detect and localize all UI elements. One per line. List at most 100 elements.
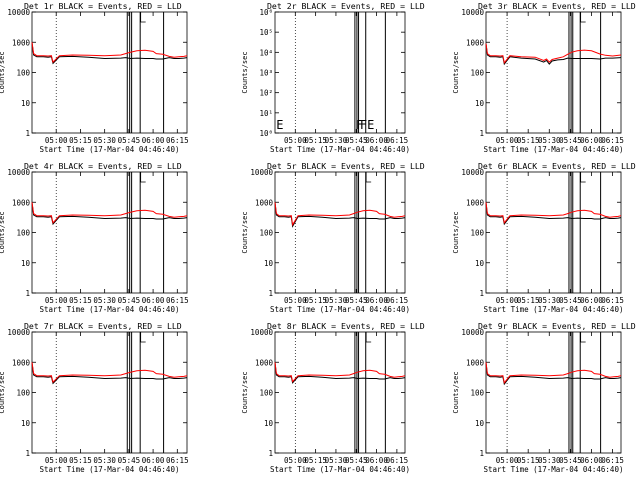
x-tick-label: 05:15 <box>304 136 327 145</box>
panel-det-5: Det 5r BLACK = Events, RED = LLD 1 10 100 10… <box>241 161 425 314</box>
y-tick-label: 100 <box>16 69 30 78</box>
y-tick-label: 10 <box>21 259 31 268</box>
y-tick-label: 100 <box>470 69 484 78</box>
x-tick-label: 06:15 <box>386 296 409 305</box>
y-axis-label: Counts/sec <box>0 51 6 93</box>
panel-det-9: Det 9r BLACK = Events, RED = LLD 1 10 100 10… <box>452 321 636 474</box>
x-tick-label: 05:15 <box>69 296 92 305</box>
series-events <box>274 362 406 384</box>
y-tick-label: 1000 <box>255 198 274 207</box>
x-tick-label: 05:00 <box>284 136 307 145</box>
x-tick-label: 05:00 <box>45 296 68 305</box>
flag-label: F <box>356 118 363 132</box>
y-tick-label: 10000 <box>461 328 484 337</box>
attenuator-flag <box>140 172 146 183</box>
panel-det-6: Det 6r BLACK = Events, RED = LLD 1 10 100 10… <box>452 161 636 314</box>
x-axis-label: Start Time (17-Mar-04 04:46:40) <box>270 465 410 474</box>
series-lld <box>274 362 406 383</box>
attenuator-flag <box>580 172 586 183</box>
x-tick-label: 05:30 <box>325 136 348 145</box>
y-axis-label: Counts/sec <box>452 211 460 253</box>
x-axis-label: Start Time (17-Mar-04 04:46:40) <box>270 145 410 154</box>
panel-det-7: Det 7r BLACK = Events, RED = LLD 1 10 100 10… <box>0 321 189 474</box>
x-tick-label: 06:15 <box>601 296 624 305</box>
x-tick-label: 05:00 <box>45 456 68 465</box>
series-lld <box>485 43 622 64</box>
x-tick-label: 05:00 <box>496 296 519 305</box>
y-tick-label: 1 <box>268 289 273 298</box>
x-tick-label: 05:45 <box>559 296 582 305</box>
y-tick-label: 1 <box>25 289 30 298</box>
y-tick-label: 10 <box>21 419 31 428</box>
y-tick-label: 100 <box>470 229 484 238</box>
panel-title: Det 9r BLACK = Events, RED = LLD <box>478 321 636 331</box>
x-tick-label: 06:15 <box>601 456 624 465</box>
panel-det-1: Det 1r BLACK = Events, RED = LLD 1 10 100 10… <box>0 1 189 154</box>
x-tick-label: 06:00 <box>142 456 165 465</box>
y-tick-label: 1000 <box>466 358 485 367</box>
y-tick-label: 10 <box>21 99 31 108</box>
panel-title: Det 5r BLACK = Events, RED = LLD <box>267 161 425 171</box>
y-tick-label: 10 <box>475 259 485 268</box>
x-tick-label: 06:15 <box>601 136 624 145</box>
x-tick-label: 06:00 <box>142 296 165 305</box>
x-tick-label: 05:00 <box>45 136 68 145</box>
y-axis-label: Counts/sec <box>0 371 6 413</box>
y-tick-label: 100 <box>259 389 273 398</box>
x-tick-label: 05:15 <box>304 456 327 465</box>
x-tick-label: 05:45 <box>345 296 368 305</box>
x-tick-label: 05:15 <box>517 296 540 305</box>
y-axis-label: Counts/sec <box>241 371 249 413</box>
x-tick-label: 06:15 <box>386 456 409 465</box>
x-tick-label: 05:00 <box>284 456 307 465</box>
x-tick-label: 05:15 <box>69 136 92 145</box>
y-tick-label: 100 <box>16 389 30 398</box>
x-axis-label: Start Time (17-Mar-04 04:46:40) <box>40 305 180 314</box>
panel-title: Det 2r BLACK = Events, RED = LLD <box>267 1 425 11</box>
y-tick-label: 100 <box>16 229 30 238</box>
panel-title: Det 4r BLACK = Events, RED = LLD <box>24 161 182 171</box>
y-tick-label: 10² <box>259 89 273 98</box>
y-tick-label: 10¹ <box>259 109 273 118</box>
series-lld <box>485 362 622 384</box>
series-events <box>485 362 622 386</box>
x-tick-label: 05:30 <box>93 456 116 465</box>
x-tick-label: 05:00 <box>496 456 519 465</box>
y-tick-label: 10⁵ <box>259 28 273 37</box>
series-events <box>31 362 188 385</box>
y-tick-label: 10⁴ <box>259 48 273 57</box>
x-tick-label: 05:30 <box>93 296 116 305</box>
attenuator-flag <box>580 332 586 343</box>
x-tick-label: 05:00 <box>284 296 307 305</box>
y-tick-label: 1000 <box>12 198 31 207</box>
x-axis-label: Start Time (17-Mar-04 04:46:40) <box>484 465 624 474</box>
x-tick-label: 05:15 <box>517 456 540 465</box>
y-tick-label: 1000 <box>12 38 31 47</box>
x-tick-label: 05:45 <box>345 136 368 145</box>
y-axis-label: Counts/sec <box>0 211 6 253</box>
x-tick-label: 05:30 <box>325 456 348 465</box>
y-tick-label: 1 <box>479 289 484 298</box>
y-tick-label: 10⁰ <box>259 129 273 138</box>
series-lld <box>31 202 188 224</box>
y-tick-label: 100 <box>470 389 484 398</box>
y-tick-label: 10000 <box>7 328 30 337</box>
panel-title: Det 8r BLACK = Events, RED = LLD <box>267 321 425 331</box>
x-tick-label: 06:00 <box>580 136 603 145</box>
y-tick-label: 100 <box>259 229 273 238</box>
flag-label: E <box>367 118 374 132</box>
panel-det-3: Det 3r BLACK = Events, RED = LLD 1 10 100 10… <box>452 1 636 154</box>
x-axis-label: Start Time (17-Mar-04 04:46:40) <box>484 145 624 154</box>
series-lld <box>274 202 406 227</box>
x-tick-label: 05:45 <box>345 456 368 465</box>
y-axis-label: Counts/sec <box>241 211 249 253</box>
attenuator-flag <box>140 12 146 23</box>
x-tick-label: 05:45 <box>118 296 141 305</box>
series-events <box>31 202 188 226</box>
x-tick-label: 05:15 <box>69 456 92 465</box>
y-axis-label: Counts/sec <box>241 51 249 93</box>
y-tick-label: 1000 <box>12 358 31 367</box>
flag-label: E <box>276 118 283 132</box>
x-tick-label: 05:30 <box>93 136 116 145</box>
